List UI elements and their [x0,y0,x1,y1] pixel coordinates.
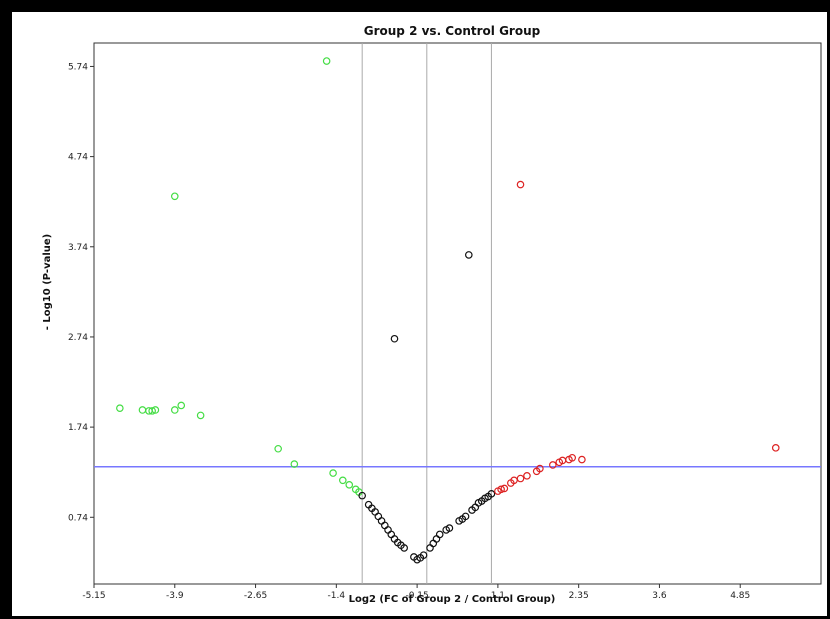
x-tick-label: 2.35 [569,591,589,601]
x-tick-label: -5.15 [82,591,105,601]
data-point [445,524,454,532]
data-point [329,469,337,477]
y-tick-label: 1.74 [68,423,88,433]
data-point [523,471,531,480]
data-point [465,251,473,259]
data-point [148,407,156,415]
data-point [290,460,299,468]
x-tick-label: 3.6 [652,591,667,601]
data-point [274,444,282,453]
y-tick-label: 5.74 [68,62,88,72]
data-point [338,476,347,485]
y-tick-label: 4.74 [68,153,88,163]
chart-frame: -5.15 -3.9 -2.65 -1.4 -0.15 1.1 2.35 3.6 4.85 0.7… [12,12,827,616]
data-point [771,444,780,452]
data-point [516,474,525,483]
x-tick-label: 4.85 [730,591,750,601]
data-point [390,334,399,343]
data-point [151,406,160,414]
data-point [170,406,179,414]
data-point [116,404,124,412]
data-point [322,57,331,65]
x-tick-label: -2.65 [244,591,267,601]
data-point [177,401,186,410]
y-tick-label: 2.74 [68,333,88,343]
data-point [419,551,428,559]
volcano-plot: -5.15 -3.9 -2.65 -1.4 -0.15 1.1 2.35 3.6 4.85 0.7… [42,24,822,605]
data-point [487,490,496,498]
x-tick-label: -0.15 [405,591,428,601]
data-point [435,530,444,539]
data-point [497,485,505,494]
data-point [461,512,470,521]
data-point [345,481,354,489]
data-point [568,453,577,462]
axis-ticks: -5.15 -3.9 -2.65 -1.4 -0.15 1.1 2.35 3.6 4.85 0.7… [68,62,750,601]
data-point [549,461,557,469]
y-axis-label: - Log10 (P-value) [42,234,53,330]
data-point [196,411,205,420]
x-tick-label: -3.9 [166,591,184,601]
x-tick-label: -1.4 [328,591,346,601]
x-axis-label: Log2 (FC of Group 2 / Control Group) [349,594,556,605]
data-point [358,491,366,500]
y-tick-label: 3.74 [68,243,88,253]
plot-area [93,42,822,585]
data-point [400,544,408,552]
chart-title: Group 2 vs. Control Group [364,24,541,38]
x-tick-label: 1.1 [491,591,505,601]
data-point [170,192,179,201]
data-point [516,180,525,189]
data-point [500,484,509,493]
y-tick-label: 0.74 [68,513,88,523]
data-point [578,455,586,464]
data-point [536,464,544,473]
data-points [116,57,780,564]
